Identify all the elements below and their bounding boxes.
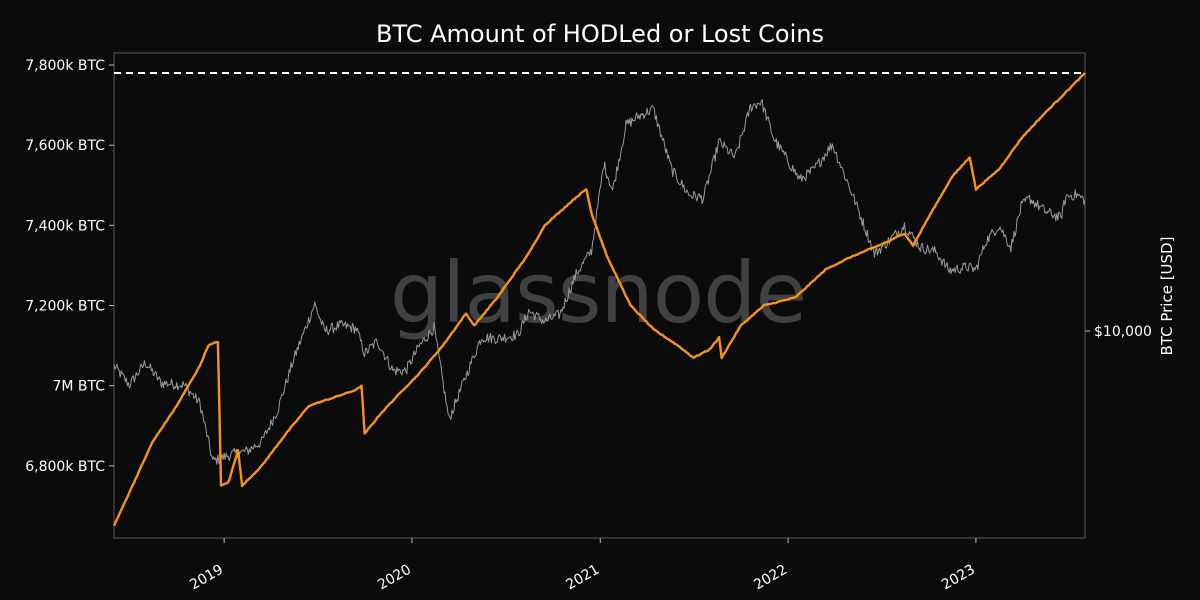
chart-title: BTC Amount of HODLed or Lost Coins bbox=[376, 20, 824, 48]
y-tick-label: 7,200k BTC bbox=[25, 299, 105, 315]
hodl-series-line bbox=[112, 72, 1086, 527]
left-axis-ticks: 6,800k BTC 7M BTC 7,200k BTC 7,400k BTC 7,60… bbox=[25, 58, 114, 475]
plot-frame bbox=[113, 52, 1086, 539]
right-tick-label: $10,000 bbox=[1094, 324, 1152, 340]
y-tick-label: 7,800k BTC bbox=[25, 58, 105, 74]
watermark-logo: glassnode bbox=[390, 244, 806, 342]
y-tick-label: 7,600k BTC bbox=[25, 138, 105, 154]
y-tick-label: 6,800k BTC bbox=[25, 459, 105, 475]
y-tick-label: 7M BTC bbox=[52, 379, 105, 395]
right-axis-label: BTC Price [USD] bbox=[1158, 237, 1176, 356]
right-axis-ticks: $10,000 bbox=[1085, 324, 1152, 340]
price-series-line bbox=[113, 99, 1086, 465]
y-tick-label: 7,400k BTC bbox=[25, 218, 105, 234]
